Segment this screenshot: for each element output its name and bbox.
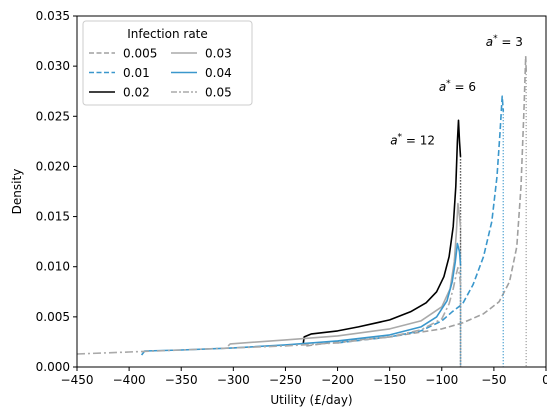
legend-title: Infection rate [127, 27, 208, 41]
x-tick-label: −350 [165, 373, 198, 387]
y-tick-label: 0.025 [36, 109, 70, 123]
series-line-3 [227, 202, 462, 347]
y-tick-label: 0.015 [36, 210, 70, 224]
x-tick-label: −100 [425, 373, 458, 387]
axes-frame [76, 15, 547, 368]
annotations: a* = 3 a* = 6 a* = 12 [390, 34, 523, 147]
y-tick-label: 0.035 [36, 9, 70, 23]
series-line-5 [76, 266, 462, 355]
legend-entries: 0.005 0.01 0.02 0.03 0.04 0.05 [89, 47, 232, 100]
x-tick-label: −300 [217, 373, 250, 387]
y-tick-label: 0.000 [36, 360, 70, 374]
legend-label-4: 0.04 [205, 66, 232, 80]
x-axis-label: Utility (£/day) [270, 393, 352, 407]
x-tick-label: −150 [373, 373, 406, 387]
x-tick-label: −400 [113, 373, 146, 387]
x-tick-label: 0 [542, 373, 547, 387]
series-line-0 [306, 55, 527, 347]
x-axis: −450 −400 −350 −300 −250 −200 −150 −100 −50 0 [61, 367, 547, 387]
x-tick-label: −250 [269, 373, 302, 387]
x-tick-label: −50 [481, 373, 506, 387]
legend-box [82, 20, 253, 106]
y-axis: 0.000 0.005 0.010 0.015 0.020 0.025 0.030 0.035 [36, 9, 77, 374]
annotation-0: a* = 3 [486, 34, 523, 49]
y-axis-label: Density [10, 169, 24, 215]
legend-label-0: 0.005 [123, 47, 157, 61]
legend-label-3: 0.03 [205, 47, 232, 61]
y-tick-label: 0.010 [36, 260, 70, 274]
legend-label-1: 0.01 [123, 66, 150, 80]
y-tick-label: 0.020 [36, 159, 70, 173]
legend-label-5: 0.05 [205, 86, 232, 100]
plot-area [76, 55, 527, 367]
series-line-2 [302, 119, 462, 345]
annotation-2: a* = 12 [390, 132, 435, 147]
y-tick-label: 0.030 [36, 59, 70, 73]
annotation-1: a* = 6 [439, 79, 476, 94]
series-line-4 [140, 242, 462, 356]
legend-label-2: 0.02 [123, 86, 150, 100]
series-line-1 [337, 95, 505, 344]
y-tick-label: 0.005 [36, 310, 70, 324]
legend: Infection rate 0.005 0.01 0.02 0.03 0.04 0.05 [82, 20, 253, 106]
x-tick-label: −450 [61, 373, 94, 387]
x-tick-label: −200 [321, 373, 354, 387]
